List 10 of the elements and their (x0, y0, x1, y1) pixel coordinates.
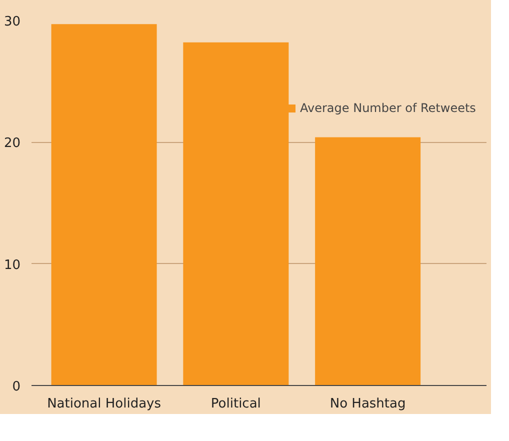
y-tick-label: 10 (4, 258, 21, 273)
bar (51, 24, 157, 386)
x-tick-label: Political (210, 396, 261, 412)
x-tick-label: National Holidays (47, 396, 162, 412)
y-tick-label: 30 (4, 14, 21, 30)
legend-label: Average Number of Retweets (300, 100, 476, 115)
x-tick-label: No Hashtag (330, 396, 406, 412)
bar (315, 137, 421, 386)
y-tick-label: 0 (12, 380, 21, 394)
y-tick-label: 20 (4, 136, 21, 152)
